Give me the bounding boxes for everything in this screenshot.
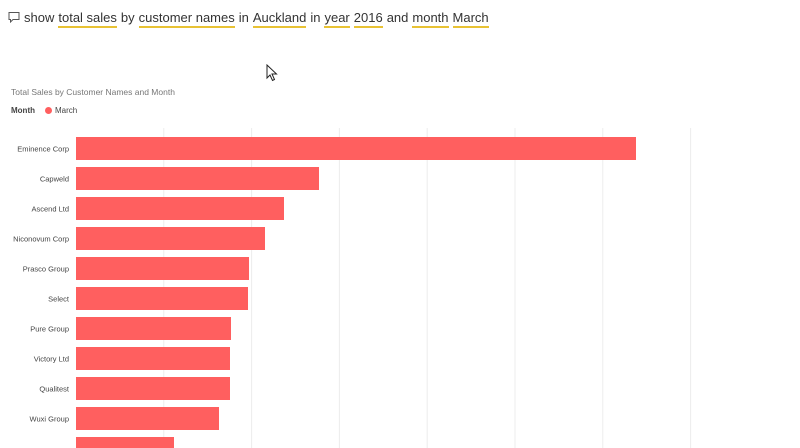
chart-title: Total Sales by Customer Names and Month [11,87,175,97]
category-label: Niconovum Corp [13,235,69,244]
legend-entry-march[interactable]: March [55,106,78,115]
category-label: Prasco Group [23,265,69,274]
qna-keyword[interactable]: customer names [138,9,235,28]
category-label: Wuxi Group [30,415,69,424]
bar[interactable] [76,197,284,220]
bar[interactable] [76,227,265,250]
qna-keyword[interactable]: month [412,9,449,28]
bar[interactable] [76,347,230,370]
legend-title: Month [11,106,35,115]
bar[interactable] [76,167,319,190]
bar[interactable] [76,407,219,430]
bar[interactable] [76,437,174,448]
qna-word: and [386,9,409,25]
qna-keyword[interactable]: March [452,9,489,28]
category-label: Ascend Ltd [31,205,69,214]
category-label: Capweld [40,175,69,184]
qna-keyword[interactable]: year [324,9,350,28]
qna-word: show [24,9,55,25]
category-label: Qualitest [39,385,70,394]
qna-keyword[interactable]: 2016 [353,9,383,28]
qna-keyword[interactable]: total sales [58,9,117,28]
bar[interactable] [76,137,636,160]
qna-keyword[interactable]: Auckland [252,9,307,28]
qna-word: by [120,9,135,25]
legend-marker [45,107,52,114]
bar[interactable] [76,287,248,310]
qna-word: in [238,9,249,25]
category-label: Pure Group [30,325,69,334]
chart-legend: Month March [11,106,77,115]
category-label: Eminence Corp [17,145,69,154]
qna-question[interactable]: show total sales by customer names in Aucklan… [8,6,493,28]
category-label: Select [48,295,70,304]
mouse-pointer-icon [266,64,278,82]
bar[interactable] [76,377,230,400]
category-label: Victory Ltd [34,355,69,364]
qna-words: show total sales by customer names in Aucklan… [24,9,493,28]
chat-bubble-icon [8,12,20,23]
bar[interactable] [76,317,231,340]
bar[interactable] [76,257,249,280]
qna-word: in [310,9,321,25]
